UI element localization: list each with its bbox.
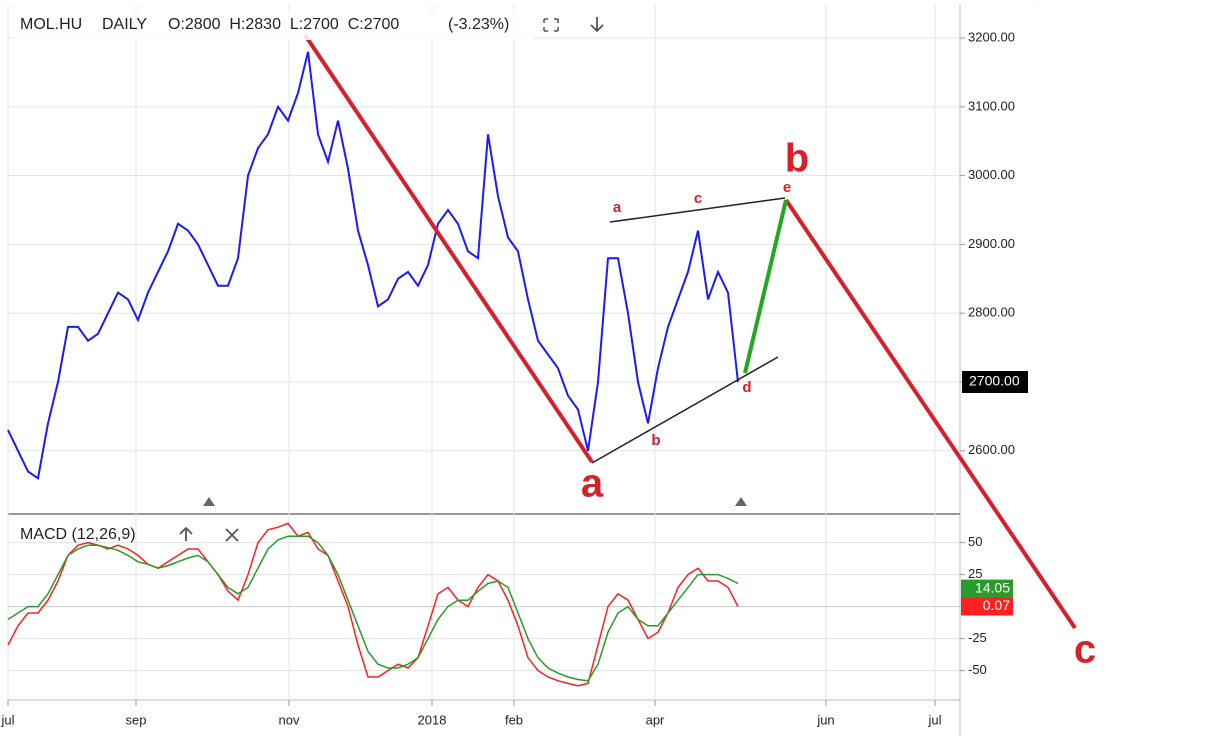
- plot-bg: [8, 5, 960, 700]
- y-tick-label: 2600.00: [968, 442, 1015, 457]
- x-tick-label: nov: [279, 712, 300, 727]
- change: (-3.23%): [448, 16, 509, 33]
- wave-line: [784, 198, 1077, 630]
- y-tick-label: 50: [968, 534, 982, 549]
- move-up-icon[interactable]: [179, 526, 193, 541]
- symbol: MOL.HU: [20, 16, 82, 33]
- y-tick-label: 3100.00: [968, 98, 1015, 113]
- x-tick-label: jun: [816, 712, 834, 727]
- wave-line: [303, 33, 594, 464]
- x-tick-label: sep: [126, 712, 147, 727]
- interval: DAILY: [102, 16, 147, 33]
- wave-label-large: c: [1074, 628, 1096, 672]
- last-price-label: 2700.00: [969, 373, 1020, 389]
- series-line: [7, 51, 739, 481]
- last-value-label: 14.05: [975, 579, 1010, 595]
- close-icon[interactable]: [225, 528, 239, 542]
- trend-line: [609, 197, 786, 223]
- last-value-label: 0.07: [983, 597, 1010, 613]
- wave-label: a: [613, 199, 622, 216]
- wave-line: [743, 199, 788, 374]
- y-tick-label: -50: [968, 662, 987, 677]
- x-tick-label: jul: [0, 712, 14, 727]
- macd-title: MACD (12,26,9): [20, 526, 136, 543]
- last-price-box: [962, 370, 1028, 393]
- wave-label-large: b: [785, 137, 809, 181]
- series-line: [7, 522, 739, 687]
- last-value-box: [961, 579, 1013, 598]
- y-tick-label: -25: [968, 630, 987, 645]
- wave-label: b: [651, 432, 660, 449]
- wave-label-large: a: [581, 462, 604, 506]
- last-value-box: [961, 597, 1013, 616]
- y-tick-label: 2800.00: [968, 305, 1015, 320]
- marker-icon: [203, 497, 215, 506]
- y-tick-label: 25: [968, 566, 982, 581]
- series-line: [7, 535, 739, 682]
- wave-label: d: [742, 379, 751, 396]
- download-icon[interactable]: [590, 17, 604, 33]
- wave-label: e: [783, 179, 791, 196]
- x-tick-label: feb: [505, 712, 523, 727]
- x-tick-label: 2018: [418, 712, 447, 727]
- y-tick-label: 2900.00: [968, 236, 1015, 251]
- ohlc: O:2800 H:2830 L:2700 C:2700: [168, 16, 399, 33]
- header-bg: [14, 10, 534, 40]
- x-tick-label: jul: [927, 712, 941, 727]
- wave-label: c: [694, 190, 702, 207]
- fullscreen-icon[interactable]: [543, 18, 559, 32]
- trend-line: [591, 356, 779, 464]
- y-tick-label: 3200.00: [968, 29, 1015, 44]
- marker-icon: [735, 497, 747, 506]
- y-tick-label: 3000.00: [968, 167, 1015, 182]
- x-tick-label: apr: [646, 712, 665, 727]
